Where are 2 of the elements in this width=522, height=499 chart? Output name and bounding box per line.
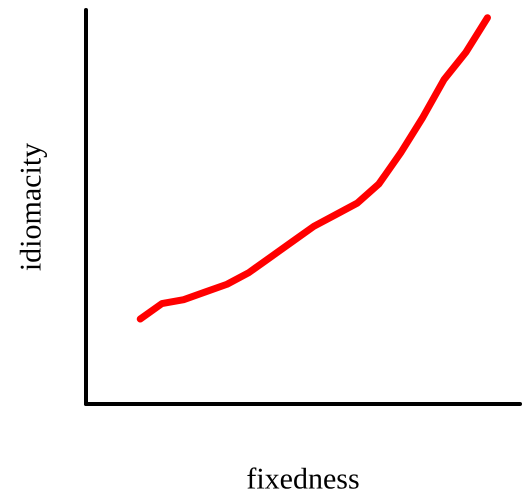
x-axis-title: fixedness: [246, 462, 360, 496]
y-axis-title: idiomacity: [14, 142, 48, 272]
